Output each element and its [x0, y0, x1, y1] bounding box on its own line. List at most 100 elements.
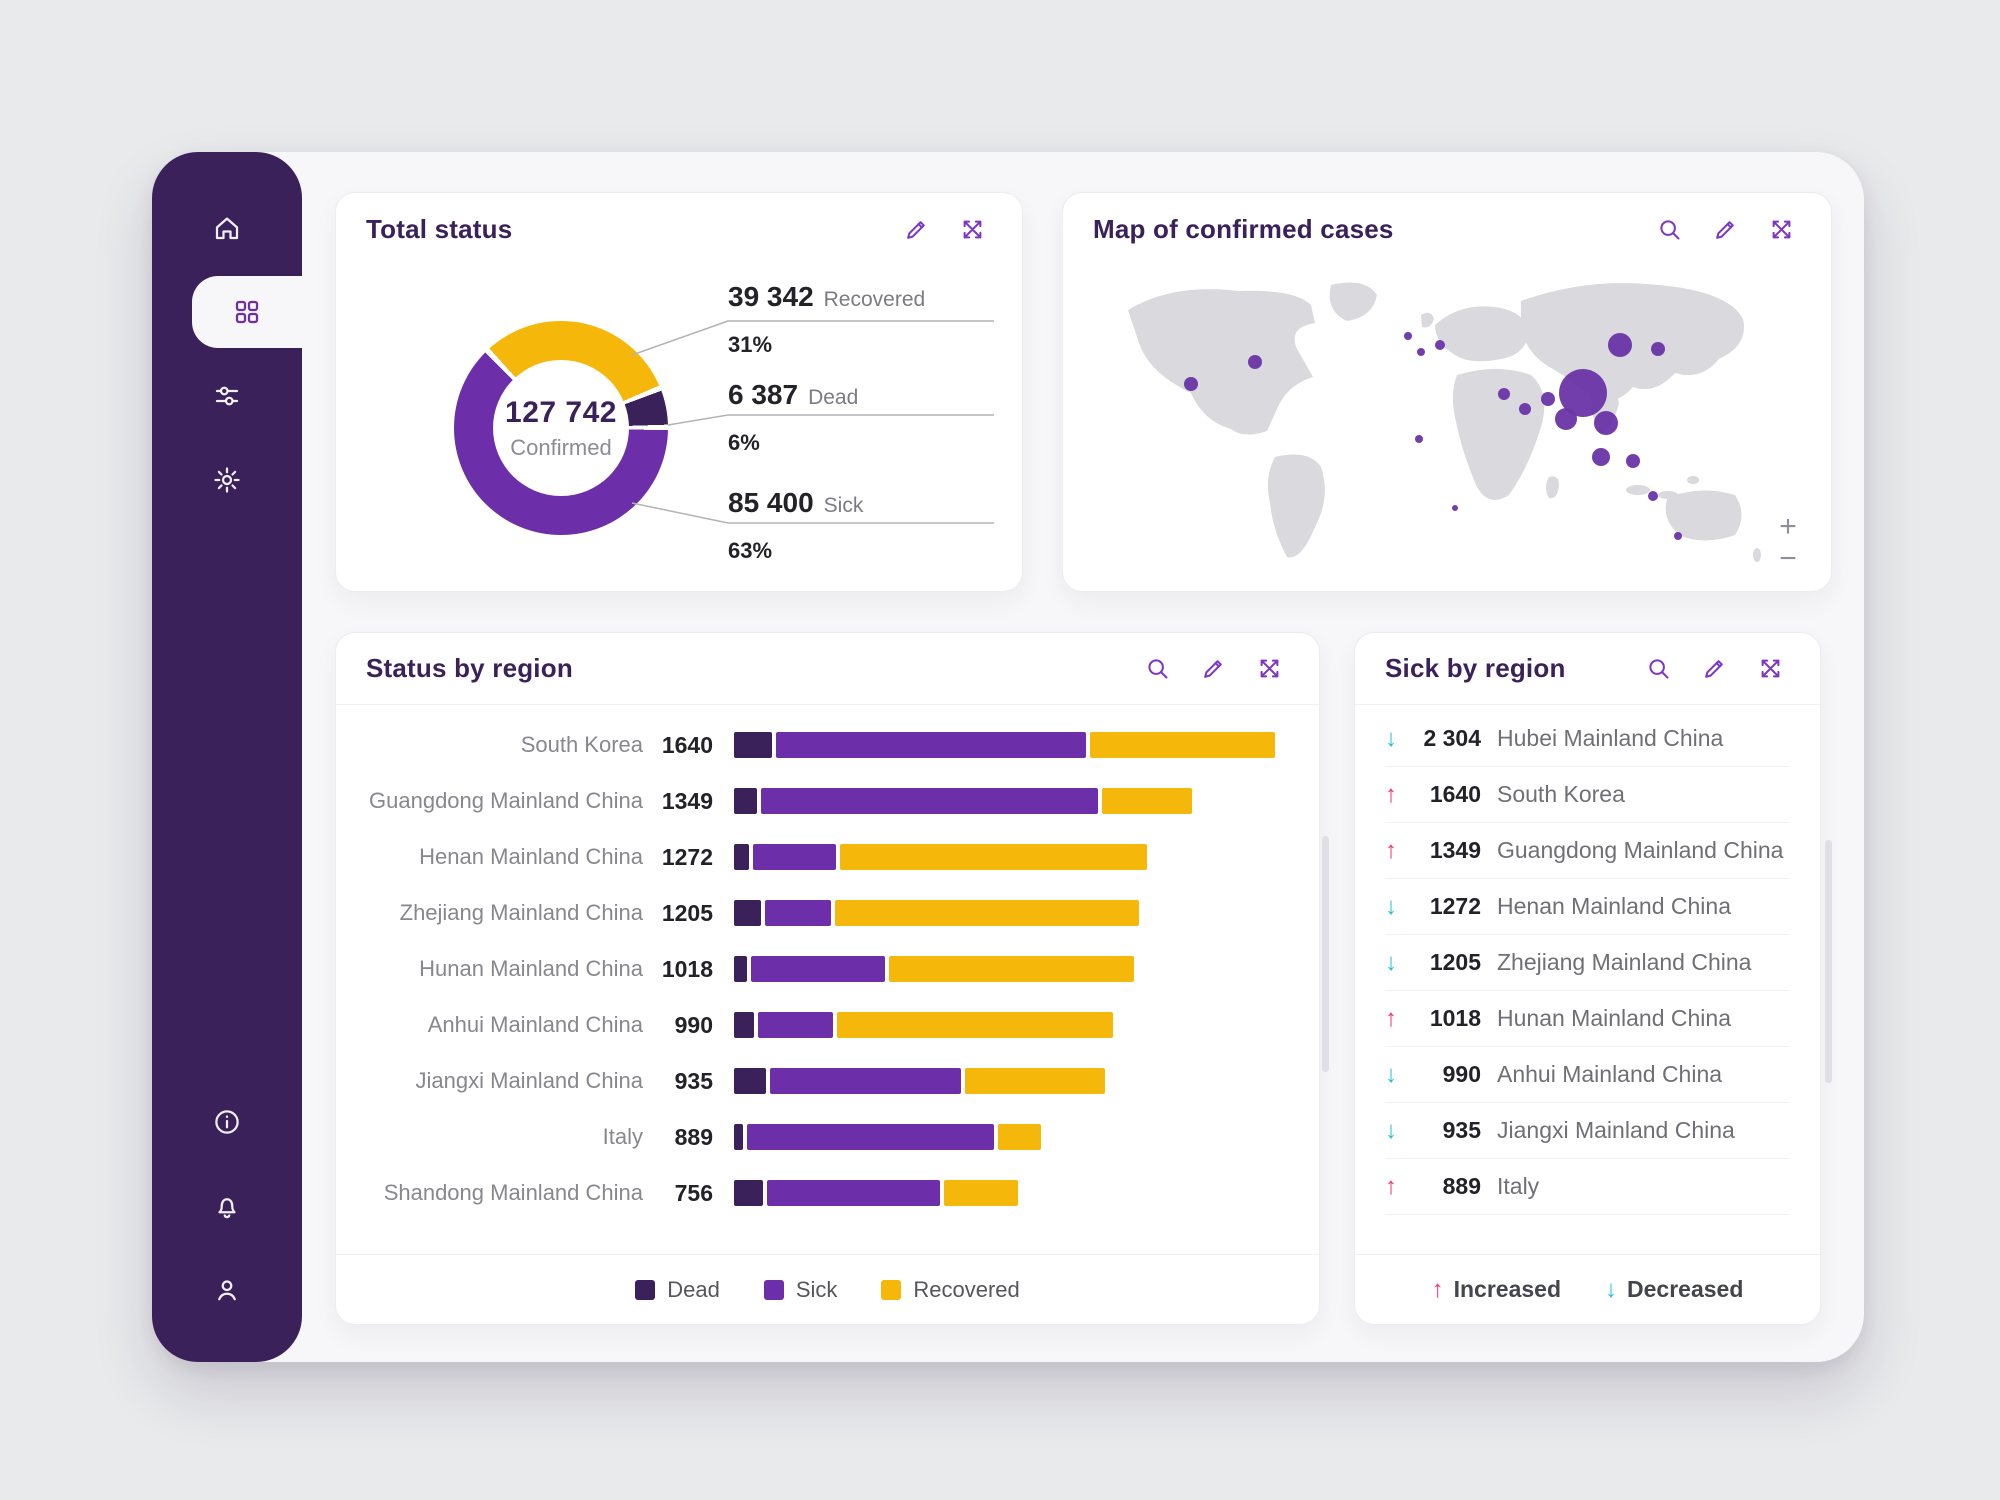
expand-button[interactable] [952, 209, 992, 249]
sidebar-item-dashboard[interactable] [192, 276, 302, 348]
legend-swatch [635, 1279, 656, 1300]
search-button[interactable] [1137, 649, 1177, 689]
dead-bar-segment [734, 844, 749, 870]
page-title-status-by-region: Status by region [366, 653, 573, 683]
dead-bar-segment [734, 956, 747, 982]
case-bubble [1674, 532, 1682, 540]
edit-button[interactable] [1705, 209, 1745, 249]
sick-region-list: ↓ 2 304 Hubei Mainland China ↑ 1640 South Kor… [1385, 711, 1790, 1215]
down-arrow-icon: ↓ [1385, 1116, 1397, 1144]
segment-label: Recovered [823, 288, 926, 311]
dead-bar-segment [734, 732, 772, 758]
recovered-bar-segment [965, 1068, 1105, 1094]
donut-callout-sick: 85 400 Sick 63% [728, 487, 998, 564]
sick-bar-segment [770, 1068, 961, 1094]
scrollbar[interactable] [1322, 836, 1329, 1072]
recovered-bar-segment [944, 1180, 1018, 1206]
zoom-in-button[interactable]: + [1771, 511, 1805, 543]
pencil-icon [903, 216, 930, 243]
recovered-bar-segment [1090, 732, 1275, 758]
legend-swatch [881, 1279, 902, 1300]
recovered-bar-segment [835, 900, 1139, 926]
case-bubble [1519, 403, 1531, 415]
search-button[interactable] [1638, 649, 1678, 689]
legend-item-recovered: Recovered [881, 1277, 1020, 1303]
up-arrow-icon: ↑ [1431, 1275, 1444, 1303]
legend-item-dead: Dead [635, 1277, 720, 1303]
region-bar-row: Guangdong Mainland China 1349 [336, 773, 1319, 829]
stacked-bar [734, 1012, 1289, 1038]
region-value: 1205 [661, 899, 713, 926]
sidebar-item-controls[interactable] [152, 354, 302, 438]
sick-region-row: ↓ 990 Anhui Mainland China [1385, 1047, 1790, 1103]
dashboard-icon [232, 297, 262, 327]
case-bubble [1608, 333, 1632, 357]
sidebar-item-settings[interactable] [152, 438, 302, 522]
case-bubble [1651, 342, 1665, 356]
expand-button[interactable] [1761, 209, 1801, 249]
confirmed-label: Confirmed [510, 434, 612, 460]
expand-button[interactable] [1750, 649, 1790, 689]
expand-icon [959, 216, 986, 243]
case-bubble [1184, 377, 1198, 391]
sidebar-item-profile[interactable] [152, 1248, 302, 1332]
sick-region-row: ↑ 1349 Guangdong Mainland China [1385, 823, 1790, 879]
page-title-map: Map of confirmed cases [1093, 213, 1394, 244]
world-map [1128, 282, 1761, 562]
sick-region-row: ↓ 935 Jiangxi Mainland China [1385, 1103, 1790, 1159]
dead-bar-segment [734, 900, 761, 926]
region-label: Zhejiang Mainland China [399, 900, 643, 925]
status-header: Status by region [336, 633, 1319, 705]
legend-swatch [763, 1279, 784, 1300]
down-arrow-icon: ↓ [1385, 892, 1397, 920]
sick-count: 1640 [1429, 781, 1481, 807]
sick-header: Sick by region [1355, 633, 1820, 705]
sick-bar-segment [761, 788, 1098, 814]
region-bar-row: Anhui Mainland China 990 [336, 997, 1319, 1053]
dead-bar-segment [734, 788, 757, 814]
bell-icon [212, 1191, 242, 1221]
sick-region-row: ↓ 2 304 Hubei Mainland China [1385, 711, 1790, 767]
stacked-bar [734, 1068, 1289, 1094]
sick-bar-segment [776, 732, 1086, 758]
search-button[interactable] [1649, 209, 1689, 249]
dead-bar-segment [734, 1180, 763, 1206]
segment-percent: 63% [728, 538, 773, 563]
app-window: Total status 127 742 Confirmed 39 342 Rec… [152, 152, 1864, 1362]
sidebar-item-notifications[interactable] [152, 1164, 302, 1248]
sick-count: 1018 [1429, 1005, 1481, 1031]
segment-percent: 6% [728, 430, 760, 455]
zoom-out-button[interactable]: − [1771, 543, 1805, 575]
edit-button[interactable] [896, 209, 936, 249]
region-value: 935 [674, 1067, 713, 1094]
recovered-bar-segment [889, 956, 1134, 982]
sidebar-item-info[interactable] [152, 1080, 302, 1164]
expand-button[interactable] [1249, 649, 1289, 689]
region-label: Henan Mainland China [1497, 893, 1731, 919]
pencil-icon [1701, 655, 1728, 682]
pencil-icon [1200, 655, 1227, 682]
edit-button[interactable] [1193, 649, 1233, 689]
increased-legend: ↑ Increased [1432, 1276, 1561, 1304]
legend-label: Sick [795, 1276, 838, 1302]
edit-button[interactable] [1694, 649, 1734, 689]
case-bubble [1559, 369, 1607, 417]
trend-legend: ↑ Increased ↓ Decreased [1355, 1254, 1820, 1324]
map-card: Map of confirmed cases [1062, 192, 1832, 592]
sick-region-row: ↑ 1018 Hunan Mainland China [1385, 991, 1790, 1047]
case-bubble [1248, 355, 1262, 369]
region-label: Anhui Mainland China [427, 1012, 643, 1037]
case-bubble [1648, 491, 1658, 501]
home-icon [212, 213, 242, 243]
region-label: Guangdong Mainland China [369, 788, 643, 813]
sick-count: 990 [1442, 1061, 1481, 1087]
search-icon [1656, 216, 1683, 243]
case-bubble [1594, 411, 1618, 435]
sidebar-item-home[interactable] [152, 186, 302, 270]
stacked-bar-chart: South Korea 1640 Guangdong Mainland China 1… [336, 717, 1319, 1221]
scrollbar[interactable] [1825, 840, 1832, 1083]
region-value: 1272 [661, 843, 713, 870]
region-bar-row: South Korea 1640 [336, 717, 1319, 773]
case-bubble [1498, 388, 1510, 400]
